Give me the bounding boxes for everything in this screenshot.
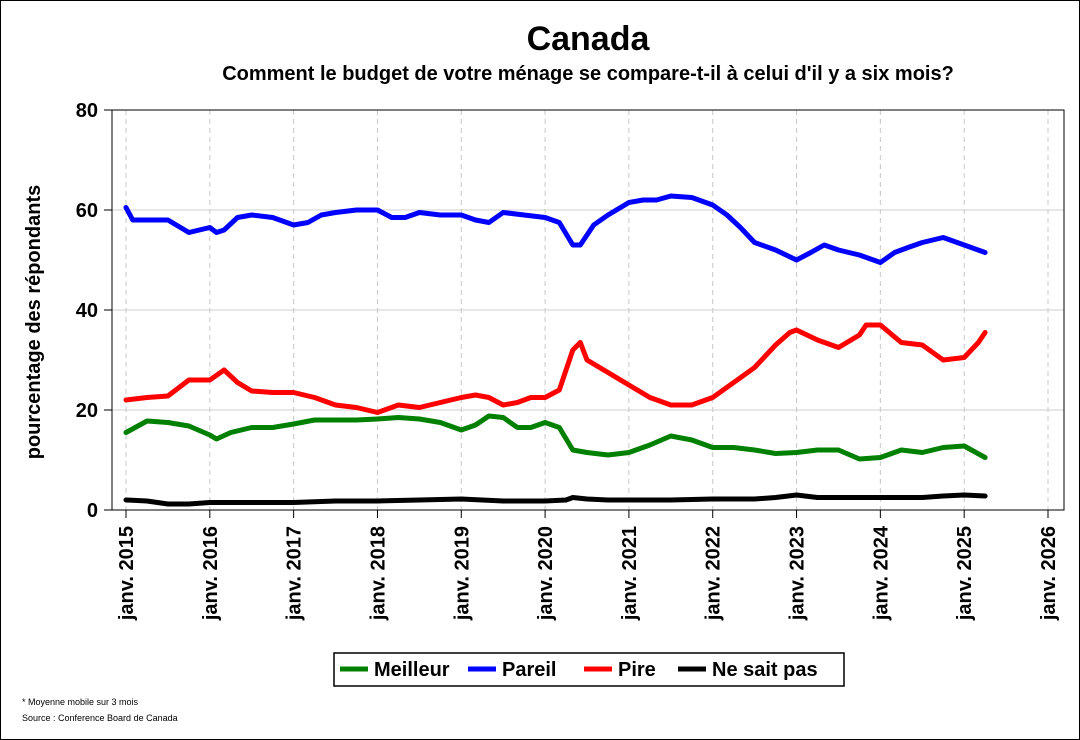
gridlines — [112, 110, 1064, 510]
chart-title: Canada — [527, 20, 651, 58]
x-tick-label: janv. 2026 — [1038, 526, 1060, 621]
chart-subtitle: Comment le budget de votre ménage se com… — [222, 63, 954, 85]
x-tick-label: janv. 2024 — [870, 525, 892, 621]
x-tick-label: janv. 2020 — [535, 526, 557, 621]
series-line-pareil — [123, 193, 988, 265]
y-tick-label: 0 — [87, 500, 98, 522]
x-tick-label: janv. 2018 — [367, 526, 389, 621]
legend-label: Pire — [618, 659, 656, 681]
legend-label: Ne sait pas — [712, 659, 818, 681]
x-tick-label: janv. 2015 — [116, 526, 138, 621]
y-tick-label: 80 — [76, 100, 98, 122]
legend-label: Pareil — [502, 659, 556, 681]
x-tick-label: janv. 2022 — [703, 526, 725, 621]
x-tick-label: janv. 2016 — [200, 526, 222, 621]
x-axis: janv. 2015 janv. 2016 janv. 2017 janv. 2018… — [112, 509, 1064, 621]
x-tick-label: janv. 2023 — [787, 526, 809, 621]
series-lines — [123, 193, 988, 507]
y-tick-label: 20 — [76, 400, 98, 422]
x-tick-label: janv. 2019 — [451, 526, 473, 621]
source-note: Source : Conference Board de Canada — [22, 713, 178, 723]
y-tick-label: 60 — [76, 200, 98, 222]
series-line-pire — [123, 322, 988, 415]
footnote: * Moyenne mobile sur 3 mois — [22, 697, 139, 707]
series-line-meilleur — [123, 413, 988, 462]
y-axis: 0 20 40 60 80 — [76, 100, 112, 522]
series-line-ne-sait-pas — [123, 492, 988, 507]
legend-label: Meilleur — [374, 659, 450, 681]
x-tick-label: janv. 2017 — [284, 526, 306, 621]
legend: Meilleur Pareil Pire Ne sait pas — [333, 652, 845, 687]
x-tick-label: janv. 2021 — [619, 526, 641, 621]
x-tick-label: janv. 2025 — [954, 526, 976, 621]
y-axis-label: pourcentage des répondants — [23, 185, 45, 460]
y-tick-label: 40 — [76, 300, 98, 322]
